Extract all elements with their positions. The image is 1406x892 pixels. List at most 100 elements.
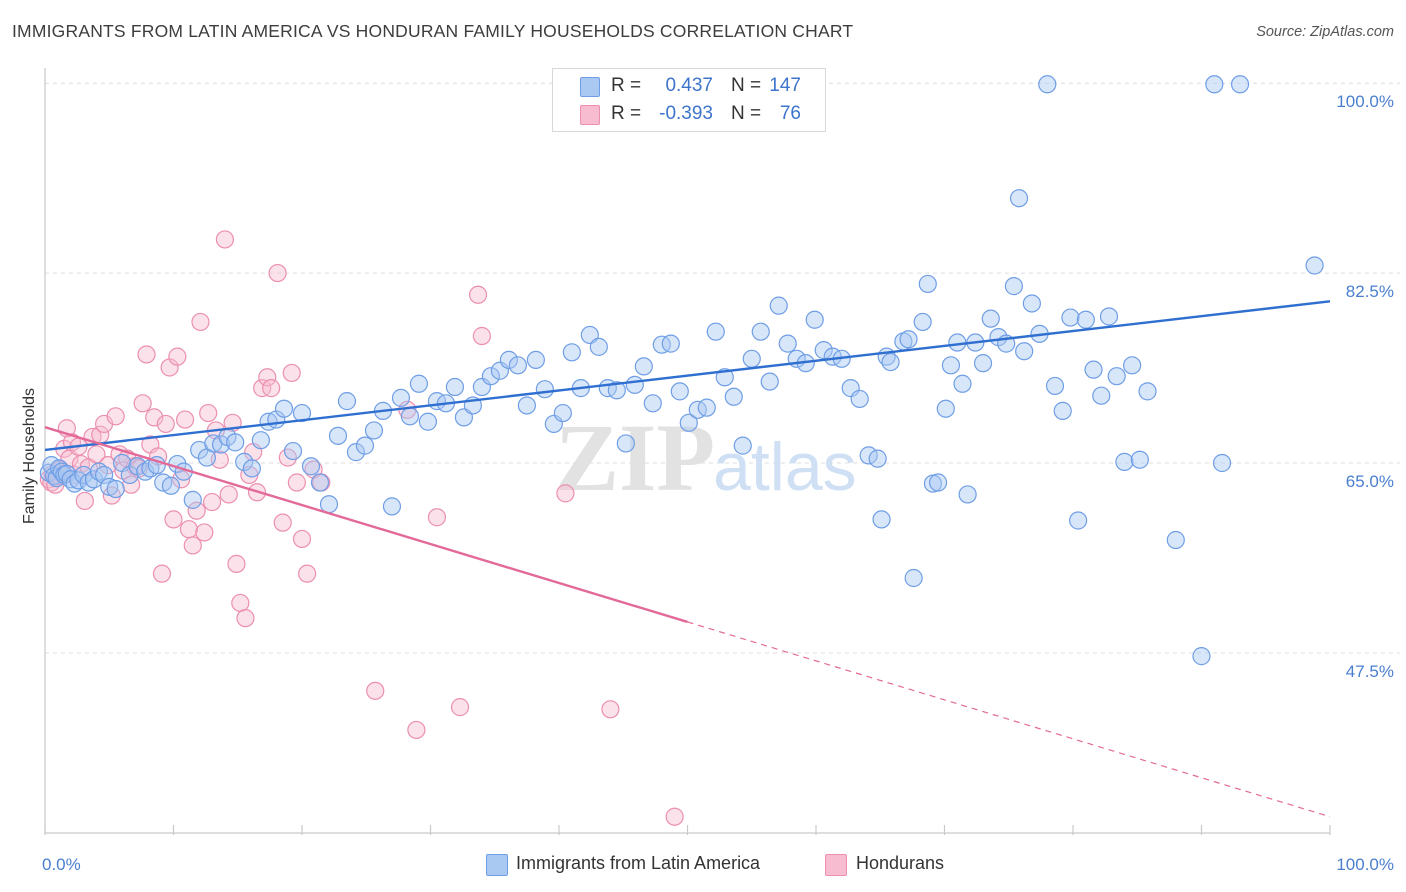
data-point-immigrants <box>1009 189 1029 208</box>
data-point-immigrants <box>337 392 357 411</box>
data-point-immigrants <box>778 334 797 353</box>
data-point-hondurans <box>183 536 202 555</box>
legend-swatch-pink <box>825 854 847 876</box>
data-point-immigrants <box>391 388 411 407</box>
data-point-immigrants <box>364 421 384 440</box>
legend-r-value: 0.437 <box>665 75 713 96</box>
data-point-immigrants <box>535 380 554 399</box>
data-point-hondurans <box>133 394 152 413</box>
data-point-immigrants <box>881 352 900 372</box>
data-point-immigrants <box>517 396 536 415</box>
data-point-immigrants <box>382 497 402 516</box>
data-point-immigrants <box>634 357 653 376</box>
data-point-hondurans <box>215 230 234 249</box>
data-point-immigrants <box>1045 376 1065 396</box>
data-point-immigrants <box>1130 450 1149 469</box>
data-point-hondurans <box>179 520 199 539</box>
source-credit: Source: ZipAtlas.com <box>1256 24 1394 40</box>
legend-n-value: 147 <box>769 75 801 96</box>
data-point-immigrants <box>661 334 680 353</box>
legend-n-label: N = <box>731 75 762 96</box>
data-point-immigrants <box>1205 75 1224 94</box>
data-point-immigrants <box>1076 310 1095 329</box>
data-point-immigrants <box>1004 277 1023 296</box>
data-point-immigrants <box>400 407 420 426</box>
data-point-immigrants <box>89 462 109 481</box>
grid-lines <box>45 82 1400 654</box>
data-point-hondurans <box>87 445 106 464</box>
legend-n-label: N = <box>731 103 762 124</box>
data-point-hondurans <box>273 513 292 532</box>
data-point-immigrants <box>1015 342 1034 361</box>
data-point-immigrants <box>928 473 948 492</box>
data-point-immigrants <box>1092 386 1111 405</box>
data-point-hondurans <box>262 379 281 398</box>
y-tick-label: 82.5% <box>1346 282 1394 301</box>
data-point-hondurans <box>450 698 470 717</box>
watermark-atlas: atlas <box>713 429 857 505</box>
data-point-immigrants <box>106 479 125 499</box>
data-point-hondurans <box>164 510 183 529</box>
data-point-immigrants <box>679 413 698 432</box>
series-immigrants-latin-america <box>39 75 1324 666</box>
data-point-immigrants <box>226 433 245 452</box>
data-point-immigrants <box>899 330 918 349</box>
chart-title: IMMIGRANTS FROM LATIN AMERICA VS HONDURA… <box>12 21 854 41</box>
data-point-immigrants <box>751 322 770 341</box>
data-point-immigrants <box>814 341 833 360</box>
data-point-immigrants <box>706 322 725 341</box>
data-point-immigrants <box>1305 256 1324 275</box>
series-hondurans <box>39 230 684 826</box>
data-point-immigrants <box>872 510 891 529</box>
data-point-immigrants <box>913 312 932 332</box>
data-point-immigrants <box>136 462 155 481</box>
data-point-immigrants <box>868 449 887 468</box>
data-point-hondurans <box>236 609 255 628</box>
data-point-hondurans <box>219 485 238 504</box>
data-point-immigrants <box>95 465 114 485</box>
data-point-immigrants <box>850 389 869 409</box>
data-point-immigrants <box>1069 511 1088 530</box>
data-point-immigrants <box>805 310 824 329</box>
data-point-hondurans <box>195 523 214 542</box>
data-point-immigrants <box>981 309 1000 328</box>
data-point-immigrants <box>973 354 993 373</box>
data-point-hondurans <box>468 285 488 304</box>
data-point-immigrants <box>1061 308 1080 327</box>
data-point-immigrants <box>742 349 761 368</box>
legend-label-immigrants: Immigrants from Latin America <box>516 853 761 873</box>
data-point-hondurans <box>106 407 125 426</box>
data-point-immigrants <box>562 343 581 362</box>
data-point-immigrants <box>292 403 312 423</box>
x-tick-label-min: 0.0% <box>42 855 81 874</box>
legend-item-immigrants: Immigrants from Latin America <box>486 852 806 878</box>
data-point-immigrants <box>553 403 572 423</box>
legend-row-immigrants: R = 0.437 N = 147 <box>553 72 825 100</box>
data-point-hondurans <box>168 347 187 366</box>
data-point-immigrants <box>616 434 635 453</box>
legend-swatch-pink <box>580 105 600 125</box>
data-point-hondurans <box>298 564 317 583</box>
data-point-hondurans <box>268 263 287 283</box>
x-tick-label-max: 100.0% <box>1336 855 1394 874</box>
legend-r-label: R = <box>611 103 642 124</box>
data-point-immigrants <box>161 476 181 495</box>
legend-item-hondurans: Hondurans <box>825 852 975 878</box>
data-point-immigrants <box>1053 401 1072 420</box>
y-tick-label: 65.0% <box>1346 472 1394 491</box>
data-point-hondurans <box>472 326 491 346</box>
data-point-immigrants <box>508 356 527 375</box>
data-point-immigrants <box>1230 75 1250 94</box>
data-point-immigrants <box>211 435 231 454</box>
data-point-immigrants <box>958 485 977 504</box>
data-point-immigrants <box>1192 647 1211 666</box>
x-axis-ticks <box>44 825 1331 835</box>
trend-line-hondurans-extrapolated <box>687 621 1331 818</box>
data-point-immigrants <box>409 374 429 393</box>
data-point-hondurans <box>282 363 301 383</box>
data-point-immigrants <box>418 412 438 431</box>
data-point-immigrants <box>760 372 779 391</box>
data-point-hondurans <box>287 473 306 492</box>
data-point-hondurans <box>427 508 447 527</box>
legend-row-hondurans: R = -0.393 N = 76 <box>553 100 825 128</box>
